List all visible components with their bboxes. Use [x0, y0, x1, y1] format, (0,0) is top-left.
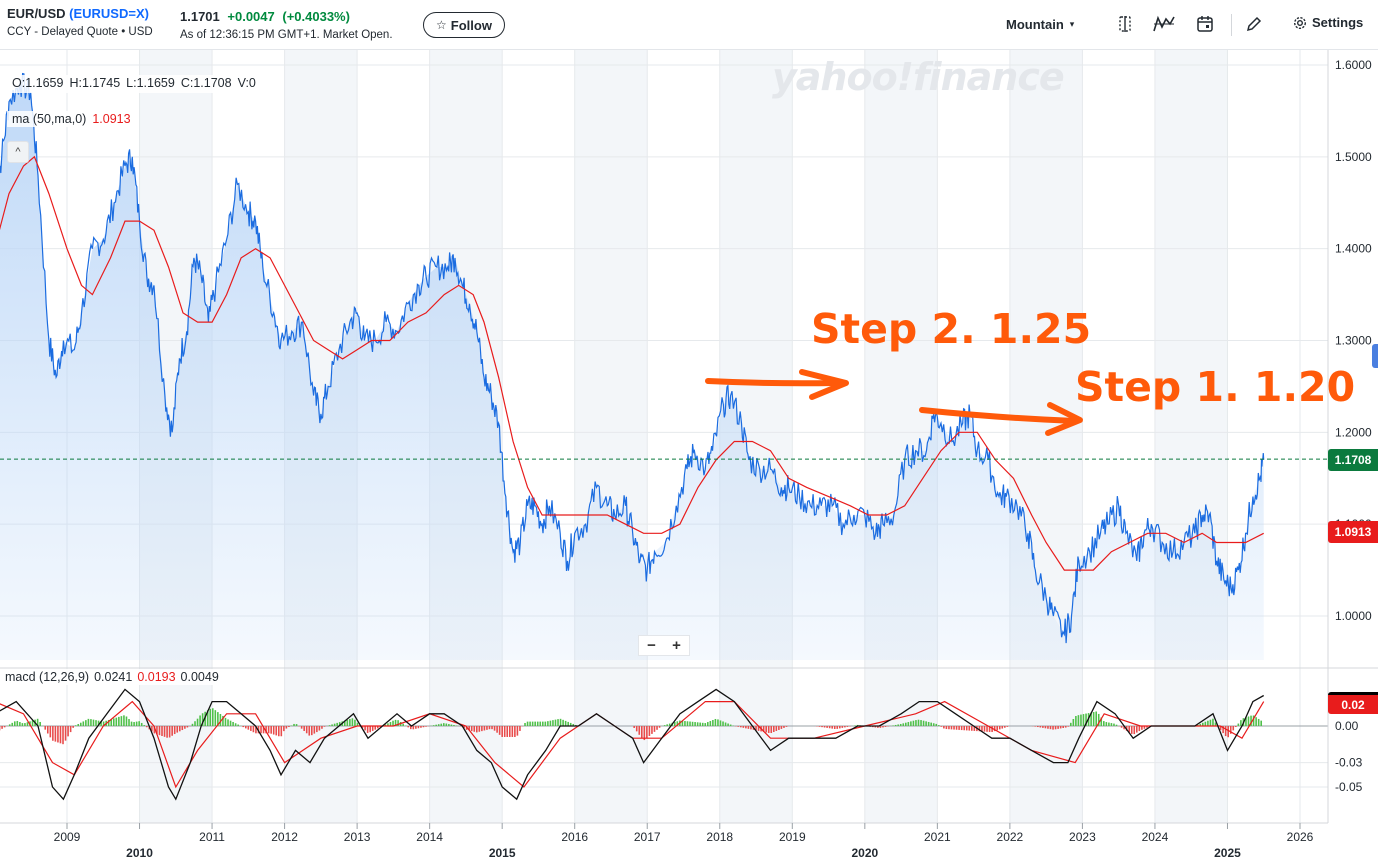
x-tick-label: 2014 [416, 830, 443, 844]
year-band [1154, 50, 1228, 823]
low-value: L:1.1659 [126, 76, 175, 90]
y-tick-label: 1.3000 [1335, 334, 1372, 348]
symbol-title: EUR/USD (EURUSD=X) [7, 6, 149, 21]
symbol-pair: EUR/USD [7, 6, 66, 21]
x-tick-label: 2026 [1287, 830, 1314, 844]
macd-legend[interactable]: macd (12,26,9) 0.0241 0.0193 0.0049 [0, 669, 224, 685]
x-tick-label-major: 2025 [1214, 846, 1241, 860]
as-of-time: As of 12:36:15 PM GMT+1. Market Open. [180, 29, 393, 41]
y-tick-label: 1.0000 [1335, 609, 1372, 623]
high-value: H:1.1745 [69, 76, 121, 90]
macd-y-tick-label: 0.00 [1335, 719, 1359, 733]
gear-icon [1293, 16, 1307, 29]
y-tick-label: 1.2000 [1335, 425, 1372, 439]
macd-line [0, 688, 1265, 801]
indicators-icon[interactable] [1153, 13, 1175, 35]
year-band [1009, 50, 1083, 823]
macd-signal-line [0, 700, 1265, 789]
y-tick-label: 1.4000 [1335, 242, 1372, 256]
x-tick-label: 2021 [924, 830, 951, 844]
ohlc-legend: O:1.1659 H:1.1745 L:1.1659 C:1.1708 V:0 [7, 75, 261, 93]
y-tick-label: 1.6000 [1335, 58, 1372, 72]
zoom-in-button[interactable]: + [672, 637, 681, 654]
macd-y-tick-label: -0.03 [1335, 756, 1363, 770]
x-tick-label: 2022 [997, 830, 1024, 844]
draw-pencil-icon[interactable] [1243, 13, 1265, 35]
year-band [574, 50, 648, 823]
zoom-control: − + [638, 635, 690, 656]
settings-label: Settings [1312, 15, 1364, 30]
ma-legend-value: 1.0913 [92, 112, 131, 126]
x-tick-label-major: 2010 [126, 846, 153, 860]
annotation-arrow-step1 [919, 407, 1078, 424]
price-change-pct: (+0.4033%) [282, 9, 350, 24]
last-price-tag: 1.1708 [1328, 449, 1378, 471]
annotation-step2-text: Step 2. 1.25 [811, 305, 1091, 353]
annotation-arrowhead-step1 [1045, 402, 1083, 436]
calendar-icon[interactable] [1194, 13, 1216, 35]
annotation-step1-text: Step 1. 1.20 [1075, 363, 1355, 411]
zoom-out-button[interactable]: − [647, 637, 656, 654]
settings-button[interactable]: Settings [1293, 15, 1363, 30]
price-change: +0.0047 [227, 9, 275, 24]
chevron-down-icon: ▾ [1069, 19, 1075, 29]
star-icon: ☆ [436, 18, 447, 32]
quote-subtitle: CCY - Delayed Quote • USD [7, 26, 153, 38]
ticker-link[interactable]: (EURUSD=X) [69, 6, 149, 21]
top-toolbar: EUR/USD (EURUSD=X) CCY - Delayed Quote •… [0, 0, 1378, 50]
price-area-fill [0, 83, 1264, 660]
ma-legend-label: ma (50,ma,0) [12, 112, 87, 126]
open-value: O:1.1659 [12, 76, 64, 90]
x-tick-label-major: 2015 [489, 846, 516, 860]
x-tick-label-major: 2020 [851, 846, 878, 860]
macd-legend-signal: 0.0193 [137, 670, 176, 684]
chart-type-dropdown[interactable]: Mountain ▾ [1006, 17, 1074, 32]
x-tick-label: 2016 [561, 830, 588, 844]
x-tick-label: 2009 [54, 830, 81, 844]
macd-y-tick-label: -0.05 [1335, 780, 1363, 794]
price-series-line [0, 72, 1265, 644]
x-tick-label: 2023 [1069, 830, 1096, 844]
annotation-arrow-step2 [705, 378, 838, 387]
chart-type-label: Mountain [1006, 17, 1064, 32]
macd-legend-value: 0.0241 [94, 670, 133, 684]
x-tick-label: 2019 [779, 830, 806, 844]
current-price: 1.1701 [180, 9, 220, 24]
annotation-arrowhead-step2 [799, 369, 849, 400]
ma-legend[interactable]: ma (50,ma,0) 1.0913 [7, 111, 136, 127]
compare-icon[interactable] [1114, 13, 1136, 35]
macd-price-tag: 0.02 [1328, 692, 1378, 714]
ma-price-tag: 1.0913 [1328, 521, 1378, 543]
volume-value: V:0 [237, 76, 256, 90]
ma-series-line [0, 155, 1264, 571]
collapse-legend-button[interactable]: ^ [7, 141, 29, 163]
y-tick-label: 1.5000 [1335, 150, 1372, 164]
x-tick-label: 2017 [634, 830, 661, 844]
x-tick-label: 2018 [706, 830, 733, 844]
follow-button[interactable]: ☆ Follow [423, 12, 505, 38]
side-panel-tab[interactable] [1372, 344, 1378, 368]
toolbar-divider [1231, 14, 1232, 36]
x-tick-label: 2013 [344, 830, 371, 844]
macd-legend-hist: 0.0049 [180, 670, 219, 684]
x-tick-label: 2012 [271, 830, 298, 844]
follow-label: Follow [450, 17, 492, 33]
macd-legend-label: macd (12,26,9) [5, 670, 90, 684]
year-band [864, 50, 938, 823]
x-tick-label: 2024 [1142, 830, 1169, 844]
close-value: C:1.1708 [180, 76, 232, 90]
chart-canvas[interactable]: 1.00001.10001.20001.30001.40001.50001.60… [0, 50, 1378, 863]
price-line: 1.1701 +0.0047 (+0.4033%) [180, 9, 350, 24]
yahoo-finance-watermark: yahoo!finance [772, 55, 1065, 99]
x-tick-label: 2011 [199, 830, 225, 844]
chevron-up-icon: ^ [15, 146, 21, 158]
